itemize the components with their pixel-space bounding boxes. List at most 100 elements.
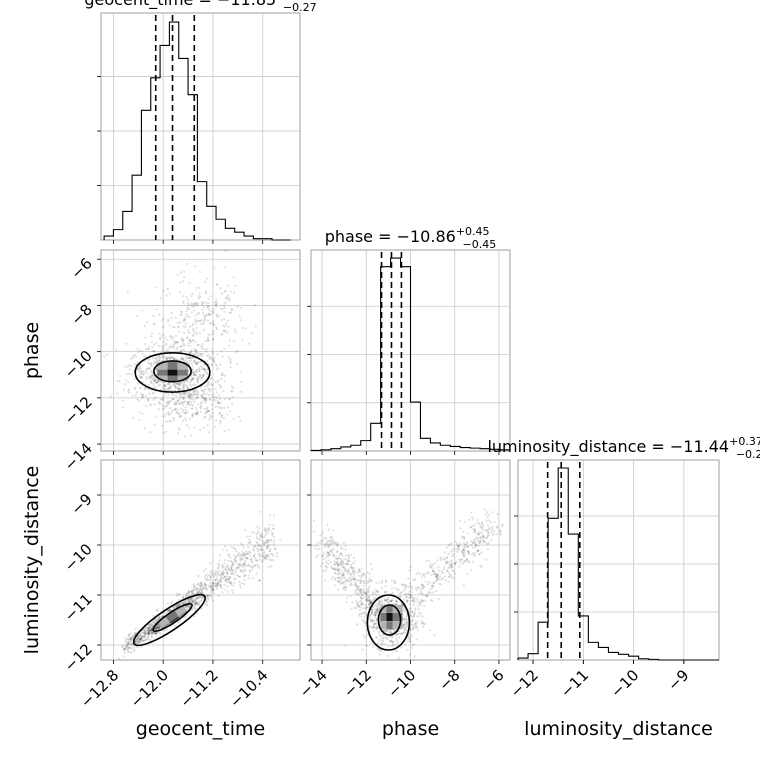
scatter-point [160,319,164,322]
scatter-point [368,600,371,603]
scatter-point [147,630,150,633]
histogram-panel-geocent_time: geocent_time = −11.85+0.35−0.27 [84,0,317,244]
scatter-point [211,584,214,587]
scatter-point [215,328,219,331]
scatter-point [203,581,206,584]
scatter-point [391,640,394,643]
scatter-point [231,402,234,406]
scatter-point [359,597,363,600]
scatter-point [229,311,232,314]
scatter-point [212,588,215,591]
scatter-point [450,563,453,566]
scatter-point [486,543,490,546]
scatter-point [461,552,464,555]
scatter-point [192,599,195,602]
scatter-point [223,562,226,565]
scatter-point [421,599,424,602]
scatter-point [368,577,371,580]
scatter-point [454,540,457,543]
scatter-point [360,606,364,609]
scatter-point [184,322,188,325]
scatter-point [457,548,460,551]
scatter-point [177,599,181,602]
scatter-point [262,542,266,546]
scatter-point [491,511,494,514]
scatter-point [358,588,362,592]
scatter-point [260,533,263,537]
scatter-point [449,573,452,576]
scatter-point [467,532,470,535]
scatter-point [145,626,148,629]
scatter-point [214,381,217,384]
scatter-point [188,383,192,386]
scatter-point [200,377,204,380]
scatter-point [211,412,214,415]
scatter-point [174,401,177,404]
scatter-point [266,541,270,544]
scatter-point [175,358,178,361]
scatter-point [148,367,151,370]
scatter-point [445,562,448,565]
scatter-point [260,554,263,558]
scatter-point [365,606,368,609]
scatter-point [153,396,156,399]
scatter-point [206,385,210,388]
scatter-point [181,358,185,361]
scatter-points [311,508,504,660]
scatter-point [224,588,227,591]
scatter-point [403,610,406,613]
density-cell [157,367,168,376]
scatter-point [366,599,370,602]
scatter-point [236,349,239,353]
scatter-point [194,348,197,352]
scatter-point [124,646,127,649]
scatter-point [474,546,477,549]
scatter-point [146,348,150,351]
scatter-point [415,638,418,641]
scatter-point [481,534,484,538]
scatter-point [175,394,178,398]
scatter-point [180,414,183,418]
y-tick-label: −10 [61,347,96,382]
scatter-point [182,396,185,400]
scatter-point [474,544,478,547]
scatter-point [213,574,216,577]
scatter-point [213,578,216,581]
scatter-panel-geocent_time-phase: −14−12−10−8−6 [61,249,301,474]
scatter-point [134,394,137,397]
scatter-point [191,598,194,601]
scatter-point [478,539,481,543]
scatter-point [216,582,220,585]
scatter-point [219,578,222,581]
scatter-point [214,387,217,391]
scatter-point [353,566,356,570]
scatter-point [362,611,365,615]
scatter-point [193,360,196,364]
scatter-point [147,633,150,636]
scatter-point [203,369,206,372]
scatter-point [435,574,439,578]
scatter-point [206,595,210,598]
scatter-point [180,356,183,359]
scatter-point [126,648,129,651]
scatter-point [463,537,466,541]
scatter-point [212,399,215,402]
scatter-point [272,514,276,517]
scatter-point [204,292,208,295]
scatter-point [410,634,414,638]
scatter-point [492,529,496,532]
scatter-point [176,594,179,597]
density-cell [157,361,168,370]
scatter-point [414,600,418,603]
scatter-point [152,620,155,623]
scatter-point [362,580,365,583]
scatter-point [218,314,221,317]
scatter-point [460,558,463,561]
scatter-point [413,612,416,615]
scatter-point [394,587,397,590]
scatter-point [189,378,192,381]
scatter-point [240,542,243,545]
scatter-point [385,629,388,632]
scatter-point [455,542,459,546]
scatter-point [165,401,168,405]
